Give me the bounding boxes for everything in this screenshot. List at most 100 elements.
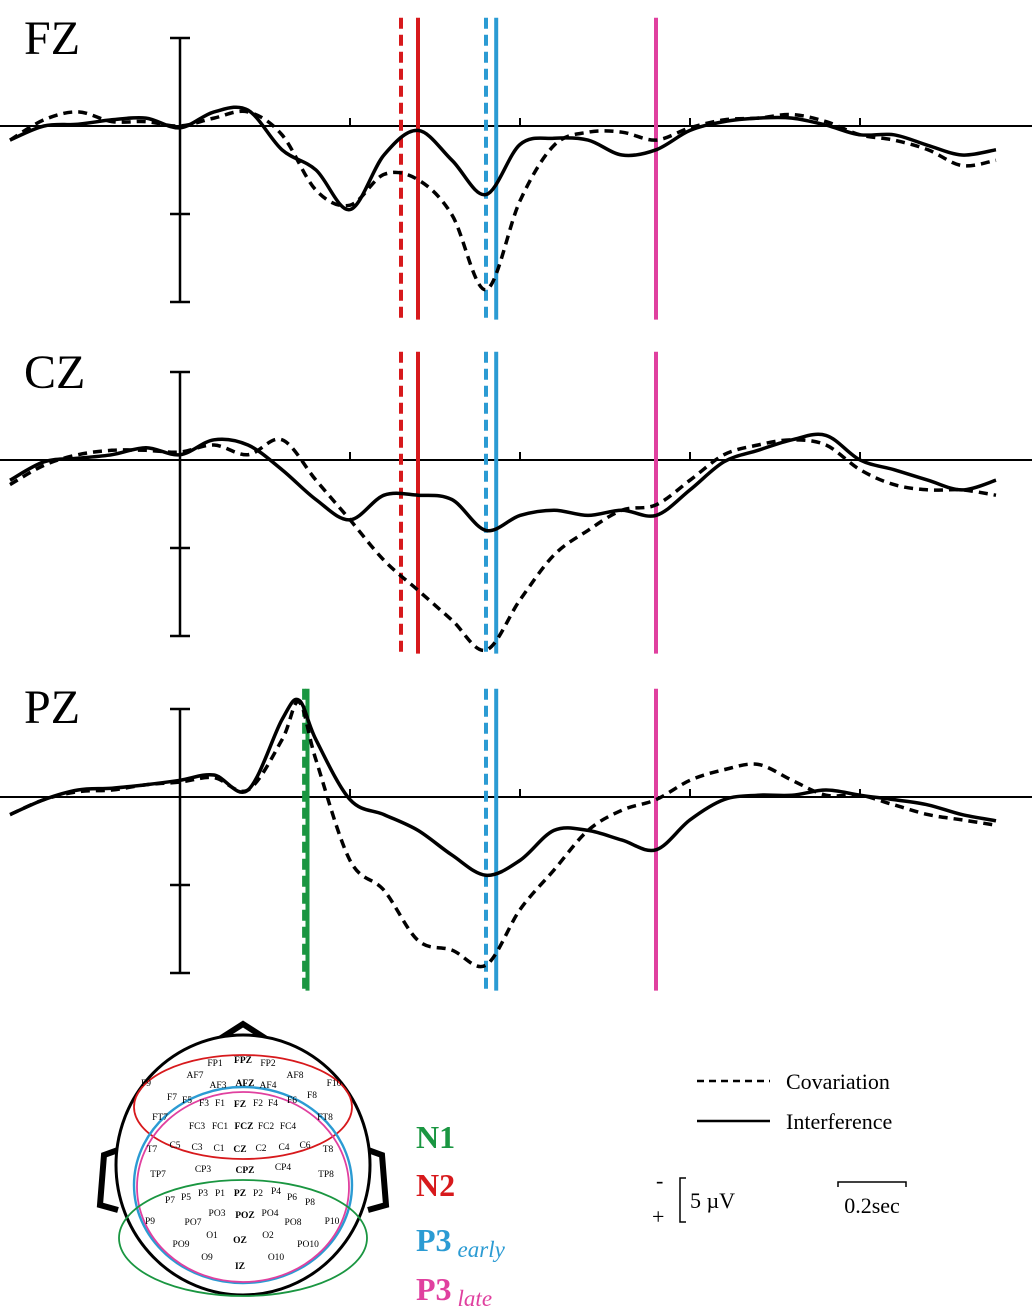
panel-title: PZ <box>24 681 80 734</box>
component-label: N2 <box>416 1167 455 1203</box>
electrode-label: FP2 <box>260 1059 276 1069</box>
electrode-label: F8 <box>307 1091 317 1101</box>
region-p3-late <box>136 1091 350 1283</box>
electrode-label: O10 <box>268 1253 285 1263</box>
legend-label: Interference <box>786 1109 892 1134</box>
component-name: P3 <box>416 1222 452 1258</box>
component-label: N1 <box>416 1119 455 1155</box>
electrode-label: PO4 <box>262 1209 279 1219</box>
electrode-label: C3 <box>191 1143 202 1153</box>
electrode-label: FP1 <box>207 1059 223 1069</box>
component-label: P3 early <box>416 1222 506 1262</box>
electrode-label: P9 <box>145 1217 155 1227</box>
scale-sign-bottom: + <box>652 1204 664 1229</box>
electrode-label: C1 <box>213 1144 224 1154</box>
electrode-label: PO3 <box>209 1209 226 1219</box>
panel-title: FZ <box>24 12 80 65</box>
component-subscript: early <box>458 1237 506 1262</box>
waveform <box>9 432 997 533</box>
electrode-label: T8 <box>323 1145 334 1155</box>
electrode-label: FC4 <box>280 1122 297 1132</box>
electrode-label: F5 <box>182 1096 192 1106</box>
electrode-label: F10 <box>327 1079 342 1089</box>
electrode-label: P5 <box>181 1193 191 1203</box>
component-name: N1 <box>416 1119 455 1155</box>
x-scale-label: 0.2sec <box>844 1193 900 1218</box>
electrode-label: F1 <box>215 1099 225 1109</box>
electrode-label: PO7 <box>185 1218 202 1228</box>
electrode-label: FPZ <box>234 1056 252 1066</box>
electrode-label: P8 <box>305 1198 315 1208</box>
electrode-label: AF7 <box>187 1071 204 1081</box>
waveform <box>9 105 997 212</box>
electrode-label: CPZ <box>236 1166 255 1176</box>
electrode-label: F2 <box>253 1099 263 1109</box>
y-scale-label: 5 µV <box>690 1188 735 1213</box>
electrode-label: AF4 <box>260 1081 277 1091</box>
electrode-label: F7 <box>167 1093 177 1103</box>
electrode-label: FT7 <box>152 1113 168 1123</box>
electrode-label: PZ <box>234 1189 246 1199</box>
electrode-label: F9 <box>141 1079 151 1089</box>
electrode-label: PO8 <box>285 1218 302 1228</box>
electrode-label: P3 <box>198 1189 208 1199</box>
electrode-label: P10 <box>325 1217 340 1227</box>
electrode-label: AF3 <box>210 1081 227 1091</box>
electrode-label: P6 <box>287 1193 297 1203</box>
waveform <box>9 437 997 652</box>
electrode-label: F6 <box>287 1096 297 1106</box>
electrode-label: P1 <box>215 1189 225 1199</box>
electrode-label: CZ <box>233 1145 246 1155</box>
right-ear <box>366 1147 390 1213</box>
waveform <box>9 109 997 292</box>
electrode-label: O1 <box>206 1231 218 1241</box>
x-scale-bar <box>837 1181 907 1187</box>
electrode-label: CP4 <box>275 1163 292 1173</box>
left-ear <box>96 1147 120 1213</box>
electrode-label: C4 <box>278 1143 289 1153</box>
waveform <box>9 697 997 878</box>
electrode-label: IZ <box>235 1262 245 1272</box>
electrode-label: OZ <box>233 1236 247 1246</box>
electrode-label: O2 <box>262 1231 274 1241</box>
component-subscript: late <box>458 1286 493 1306</box>
electrode-label: AFZ <box>236 1079 255 1089</box>
panel-title: CZ <box>24 346 85 399</box>
electrode-label: T7 <box>147 1145 158 1155</box>
electrode-label: PO9 <box>173 1240 190 1250</box>
electrode-label: F3 <box>199 1099 209 1109</box>
waveform <box>9 700 997 969</box>
head-map: FP1 FPZ FP2 AF7 AF3 AFZ AF4 AF8 F9 F10 F7 F5 F3 F1 FZ F… <box>96 1020 390 1297</box>
component-name: N2 <box>416 1167 455 1203</box>
scale-sign-top: - <box>656 1168 663 1193</box>
electrode-label: P4 <box>271 1187 281 1197</box>
region-n2 <box>133 1054 353 1160</box>
electrode-label: CP3 <box>195 1165 212 1175</box>
electrode-label: PO10 <box>297 1240 319 1250</box>
electrode-label: F4 <box>268 1099 278 1109</box>
electrode-label: AF8 <box>287 1071 304 1081</box>
region-p3-early <box>132 1085 354 1285</box>
electrode-label: FCZ <box>235 1122 254 1132</box>
electrode-label: FC2 <box>258 1122 275 1132</box>
component-label: P3 late <box>416 1271 492 1306</box>
electrode-label: P7 <box>165 1196 175 1206</box>
electrode-label: O9 <box>201 1253 213 1263</box>
legend-label: Covariation <box>786 1069 890 1094</box>
electrode-label: TP8 <box>318 1170 334 1180</box>
electrode-label: C2 <box>255 1144 266 1154</box>
electrode-label: FC3 <box>189 1122 206 1132</box>
electrode-label: C6 <box>299 1141 310 1151</box>
component-name: P3 <box>416 1271 452 1306</box>
y-scale-bar <box>679 1177 686 1223</box>
electrode-label: C5 <box>169 1141 180 1151</box>
region-n1 <box>118 1179 368 1297</box>
electrode-label: P2 <box>253 1189 263 1199</box>
head-outline <box>114 1033 372 1297</box>
electrode-label: POZ <box>235 1211 255 1221</box>
electrode-label: FT8 <box>317 1113 333 1123</box>
electrode-label: FC1 <box>212 1122 229 1132</box>
electrode-label: TP7 <box>150 1170 166 1180</box>
electrode-label: FZ <box>234 1100 246 1110</box>
